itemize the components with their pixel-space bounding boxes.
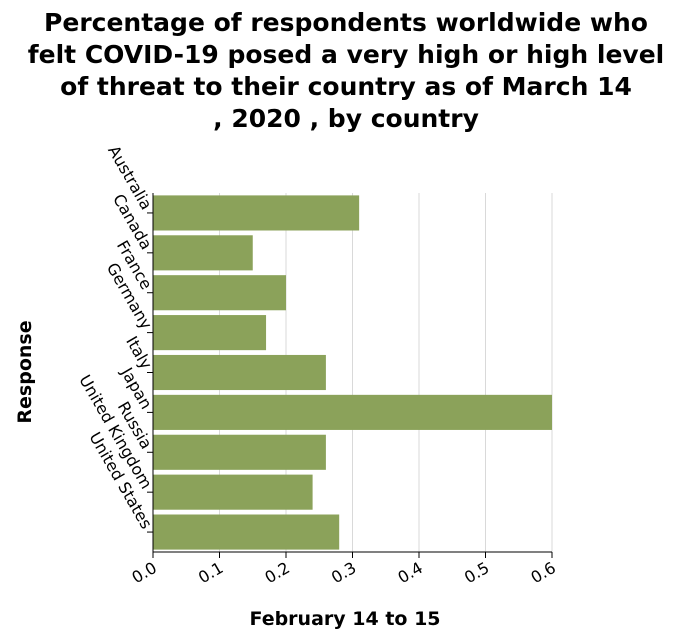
bar-italy — [153, 354, 326, 391]
y-axis-ticks: AustraliaCanadaFranceGermanyItalyJapanRu… — [75, 142, 156, 533]
bar-japan — [153, 394, 552, 430]
x-tick-label: 0.6 — [527, 558, 559, 587]
chart-title-line: Percentage of respondents worldwide who — [44, 8, 648, 37]
chart-title: Percentage of respondents worldwide who f… — [28, 8, 664, 133]
x-tick-label: 0.4 — [394, 558, 426, 587]
chart-title-line: felt COVID-19 posed a very high or high … — [28, 40, 664, 69]
bar-australia — [153, 195, 360, 231]
y-axis-title: Response — [14, 320, 36, 423]
x-tick-label: 0.3 — [328, 558, 360, 587]
bar-canada — [153, 235, 253, 271]
x-axis-title: February 14 to 15 — [249, 608, 440, 630]
chart-title-line: of threat to their country as of March 1… — [60, 72, 632, 101]
bar-united-states — [153, 514, 340, 550]
chart-title-line: , 2020 , by country — [213, 104, 479, 133]
x-tick-label: 0.2 — [261, 558, 293, 587]
y-tick-label: Italy — [122, 333, 156, 373]
bar-france — [153, 275, 286, 311]
x-tick-label: 0.5 — [461, 558, 493, 587]
x-axis-ticks: 0.0 0.1 0.2 0.3 0.4 0.5 0.6 — [128, 552, 559, 587]
bar-united-kingdom — [153, 474, 313, 510]
bar-russia — [153, 434, 326, 470]
bars — [153, 195, 552, 550]
x-tick-label: 0.0 — [128, 558, 160, 587]
bar-germany — [153, 315, 267, 351]
x-tick-label: 0.1 — [195, 558, 227, 587]
